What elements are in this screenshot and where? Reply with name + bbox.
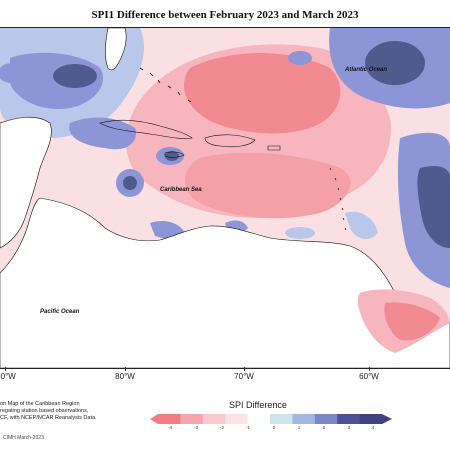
lon-tick-90w [5, 367, 6, 371]
land-mexico [0, 116, 52, 249]
positive-core-nw [53, 64, 97, 88]
land-central-south-america [0, 197, 450, 368]
legend-swatch [202, 414, 226, 424]
lon-tick-70w [244, 367, 245, 371]
legend-tick-row: -4 -3 -2 -1 0 1 2 3 4 [0, 425, 450, 435]
positive-blob-atlantic-mid [288, 51, 312, 65]
caption-line: on Map of the Caribbean Region [0, 401, 80, 407]
legend-title: SPI Difference [229, 400, 287, 410]
copyright-text: CIMH March-2023 [3, 435, 44, 441]
positive-blob-colombia [150, 221, 185, 239]
land-bahamas [139, 67, 192, 103]
land-hispaniola [204, 134, 256, 148]
map-caption: on Map of the Caribbean Region regating … [0, 401, 97, 422]
map-title: SPI1 Difference between February 2023 an… [91, 9, 359, 21]
lon-label-80w: 80°W [115, 372, 135, 381]
positive-core-east [417, 166, 450, 248]
legend-tick: 0 [272, 425, 276, 430]
label-atlantic: Atlantic Ocean [344, 67, 387, 73]
legend-swatch [247, 414, 271, 424]
legend-swatch [337, 414, 360, 424]
legend-arrow-right [382, 414, 392, 424]
positive-blob-south [285, 227, 315, 239]
strong-negative-east [184, 53, 341, 134]
land-cuba [99, 119, 193, 139]
land-jamaica [164, 151, 185, 158]
legend-tick: -4 [167, 425, 173, 430]
legend-swatch [225, 414, 248, 424]
legend-swatch [359, 414, 383, 424]
caption-line: regating station based observations, [0, 408, 89, 414]
lon-label-60w: 60°W [359, 372, 379, 381]
legend-swatch [314, 414, 338, 424]
legend-swatch [292, 414, 316, 424]
legend-swatch [270, 414, 293, 424]
land-florida [105, 28, 127, 71]
legend-swatch [158, 414, 181, 424]
legend-arrow-left [150, 414, 158, 424]
negative-region-central [185, 152, 351, 219]
legend-tick: -2 [219, 425, 225, 430]
positive-core-atlantic [365, 41, 425, 85]
label-caribbean: Caribbean Sea [160, 187, 202, 193]
legend-swatch [180, 414, 204, 424]
legend-tick: -3 [193, 425, 199, 430]
spi-map: Atlantic Ocean Caribbean Sea Pacific Oce… [0, 28, 450, 368]
legend-tick: 1 [297, 425, 301, 430]
legend-tick: 2 [322, 425, 326, 430]
positive-blob-lesser-antilles [345, 211, 378, 240]
land-lesser-antilles [329, 167, 347, 231]
strong-negative-guyana [384, 302, 440, 341]
lon-label-90w: 90°W [0, 372, 16, 381]
caption-line: CF, with NCEP/NCAR Reanalysis Data. [0, 415, 97, 421]
legend-tick: 3 [347, 425, 351, 430]
legend-colorbar [150, 414, 392, 424]
positive-core-jamaica [165, 151, 179, 161]
lon-tick-60w [369, 367, 370, 371]
label-pacific: Pacific Ocean [40, 309, 80, 315]
positive-core-west [0, 63, 26, 83]
positive-region-cuba [69, 117, 136, 150]
lon-label-70w: 70°W [234, 372, 254, 381]
map-panel: Atlantic Ocean Caribbean Sea Pacific Oce… [0, 27, 450, 369]
land-puerto-rico [267, 145, 281, 151]
legend-tick: -1 [245, 425, 251, 430]
lon-tick-80w [125, 367, 126, 371]
positive-core-west-caribbean [123, 176, 137, 190]
legend-tick: 4 [371, 425, 375, 430]
